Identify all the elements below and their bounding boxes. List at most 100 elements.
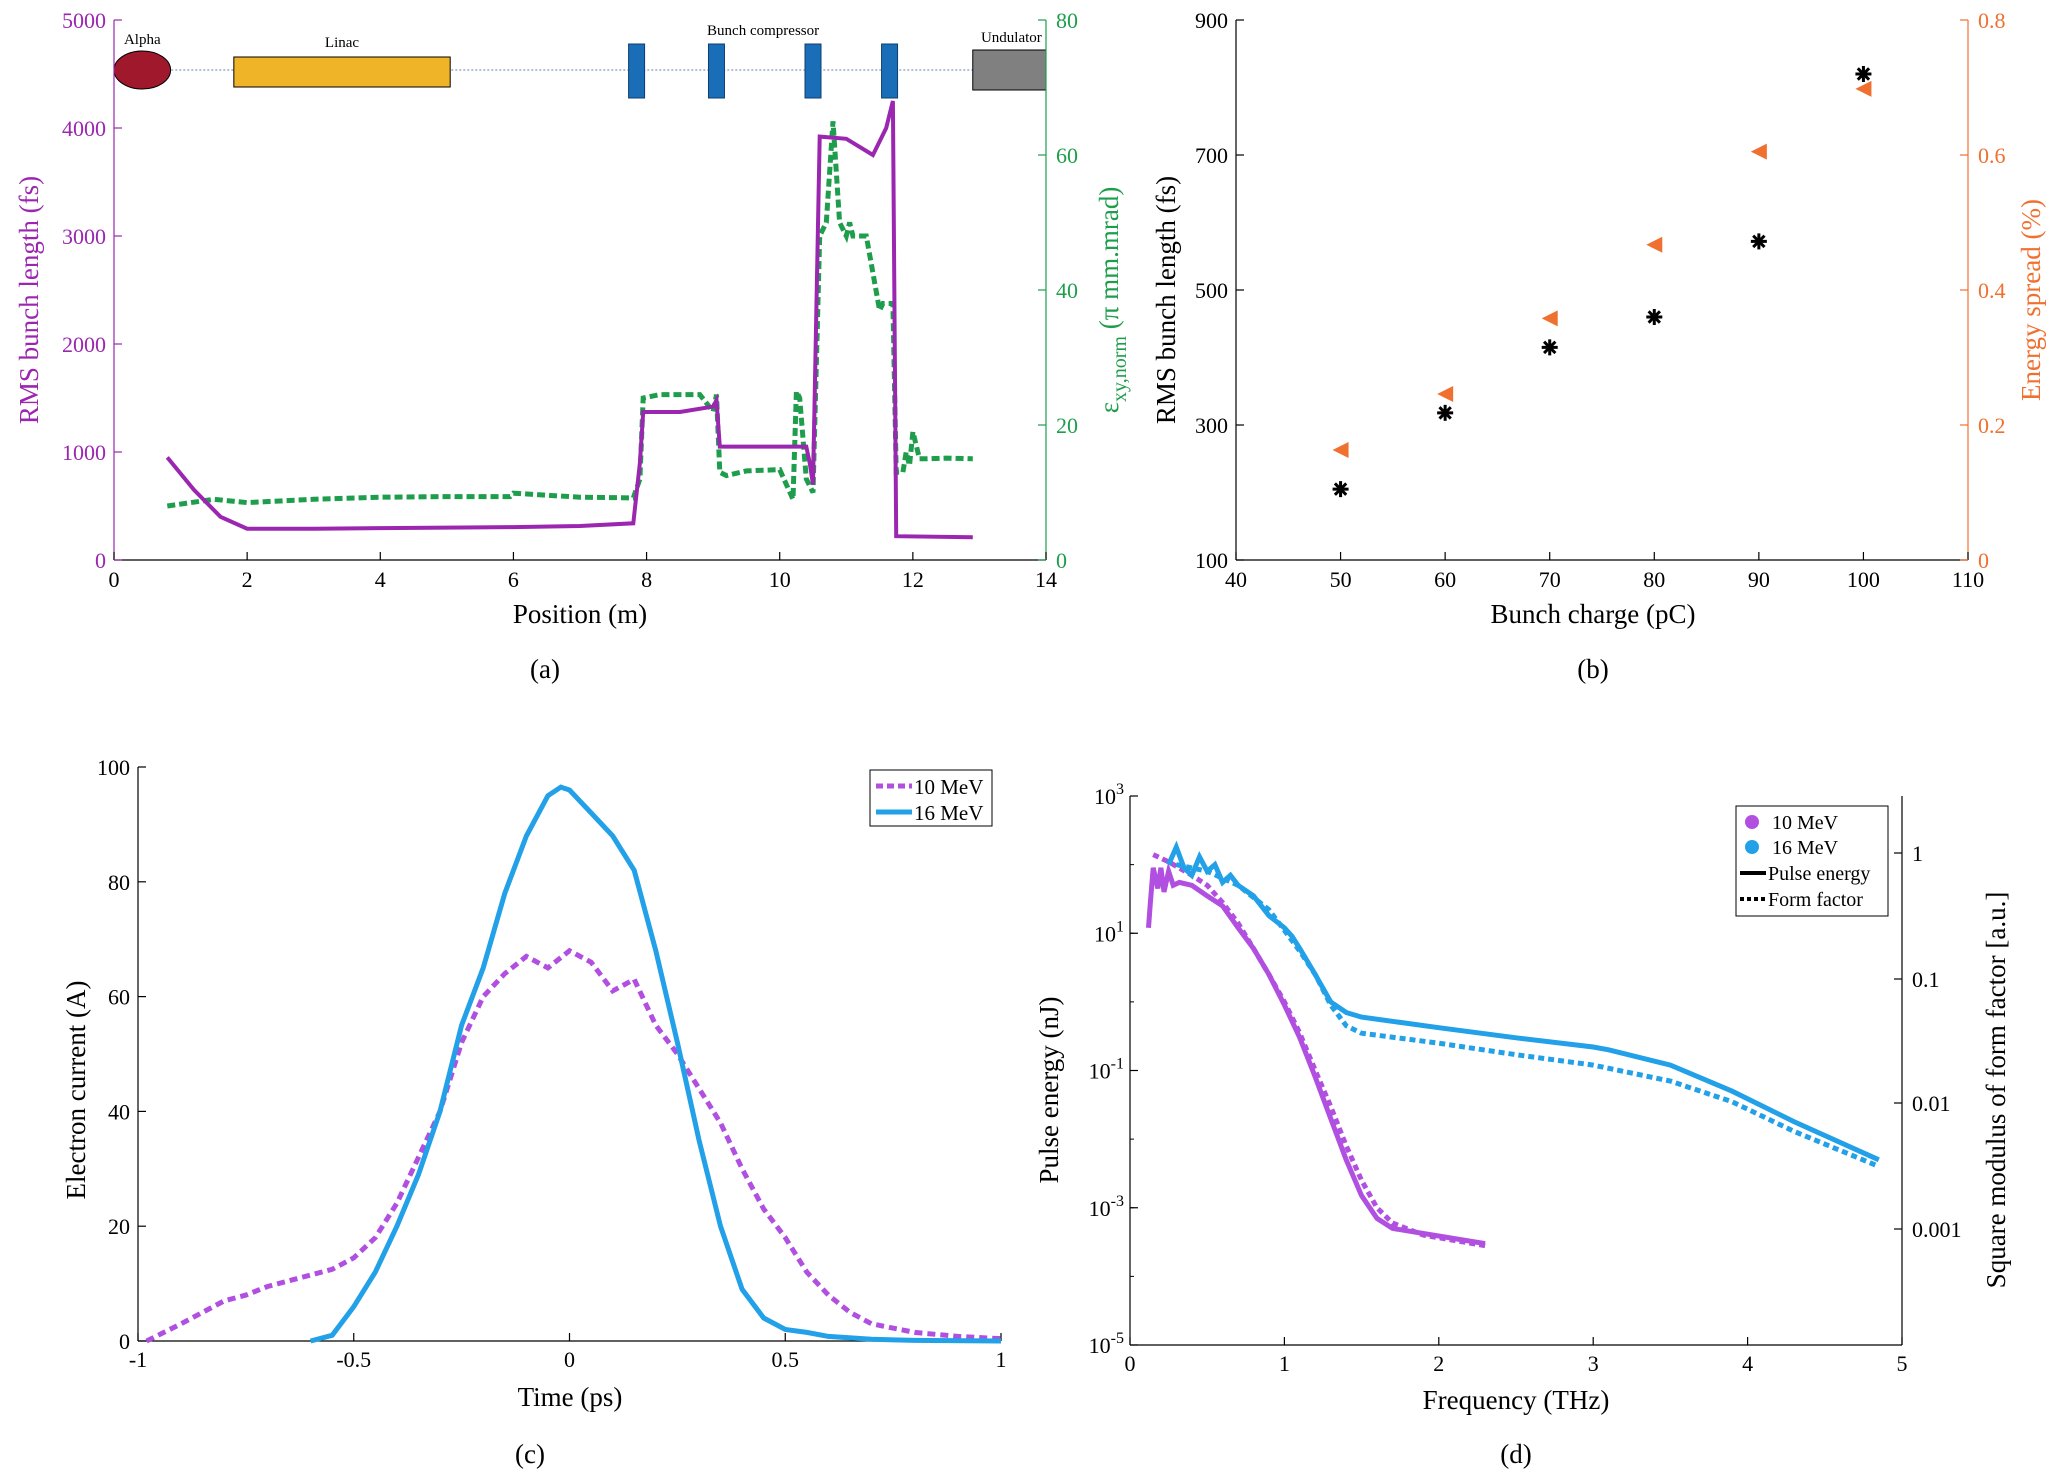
y-tick-label: 60 xyxy=(108,985,130,1010)
compressor-dipole xyxy=(804,43,822,99)
panel-a-caption: (a) xyxy=(530,654,560,684)
asterisk-stroke xyxy=(1752,234,1766,249)
energy-spread-marker xyxy=(1750,143,1767,160)
linac-shape xyxy=(233,56,451,88)
panel-b-x-ticks: 40 50 60 70 80 90 100 110 xyxy=(1225,20,1984,592)
x-tick-label: 5 xyxy=(1897,1351,1908,1376)
y-tick-label: 20 xyxy=(108,1214,130,1239)
panel-c-x-label: Time (ps) xyxy=(518,1382,623,1412)
emittance-line xyxy=(166,121,973,509)
y2-label-epsilon: ε xyxy=(1094,402,1124,413)
x-tick-label: 50 xyxy=(1330,567,1352,592)
panel-b-series xyxy=(1332,66,1872,498)
y2-tick-label: 0.01 xyxy=(1912,1091,1951,1116)
legend-10mev-dot xyxy=(1745,815,1759,829)
y-tick-label: 300 xyxy=(1195,413,1228,438)
energy-spread-marker xyxy=(1541,310,1558,327)
panel-d-y2-ticks: 0.001 0.01 0.1 1 xyxy=(1894,841,1962,1242)
panel-c-legend-box xyxy=(869,769,993,827)
bunch-length-marker xyxy=(1750,233,1767,250)
alpha-magnet-shape xyxy=(113,50,172,90)
panel-d-x-label: Frequency (THz) xyxy=(1423,1385,1610,1415)
x-tick-label: 100 xyxy=(1847,567,1880,592)
x-tick-label: 40 xyxy=(1225,567,1247,592)
panel-c-y-label: Electron current (A) xyxy=(61,981,91,1200)
panel-b-y-ticks: 100 300 500 700 900 xyxy=(1195,8,1244,573)
bunch-length-marker xyxy=(1437,404,1454,421)
panel-b-caption: (b) xyxy=(1577,654,1608,684)
panel-d-legend: 10 MeV 16 MeV Pulse energy Form factor xyxy=(1735,805,1889,917)
y-tick-label: 10-1 xyxy=(1089,1056,1124,1084)
panel-a-y-label: RMS bunch length (fs) xyxy=(14,176,44,424)
panel-d-series xyxy=(1146,840,1880,1249)
x-tick-label: 0 xyxy=(1125,1351,1136,1376)
x-tick-label: 12 xyxy=(902,567,924,592)
y-tick-label: 500 xyxy=(1195,278,1228,303)
bunch-length-marker xyxy=(1332,481,1349,498)
panel-a-x-label: Position (m) xyxy=(513,599,647,629)
y2-tick-label: 0.8 xyxy=(1978,8,2006,33)
y2-tick-label: 40 xyxy=(1056,278,1078,303)
y-tick-base: 10 xyxy=(1089,1059,1111,1084)
asterisk-stroke xyxy=(1647,310,1662,324)
y2-tick-label: 80 xyxy=(1056,8,1078,33)
legend-pulse-energy-text: Pulse energy xyxy=(1768,863,1870,885)
bunch-length-marker xyxy=(1541,339,1558,356)
legend-10mev-text: 10 MeV xyxy=(1772,812,1839,834)
beamline-label-linac: Linac xyxy=(325,35,359,51)
x-tick-label: -1 xyxy=(129,1347,147,1372)
compressor-dipole xyxy=(881,43,899,99)
x-tick-label: -0.5 xyxy=(336,1347,371,1372)
energy-spread-marker xyxy=(1646,236,1663,253)
y-tick-label: 101 xyxy=(1094,918,1124,946)
y-tick-label: 0 xyxy=(95,548,106,573)
y-tick-label: 700 xyxy=(1195,143,1228,168)
panel-c-x-ticks: -1 -0.5 0 0.5 1 xyxy=(129,1333,1007,1372)
x-tick-label: 8 xyxy=(641,567,652,592)
y-tick-label: 4000 xyxy=(62,116,106,141)
compressor-dipole xyxy=(707,43,725,99)
y2-tick-label: 0.001 xyxy=(1912,1217,1962,1242)
panel-d-y2-label: Square modulus of form factor [a.u.] xyxy=(1981,892,2011,1289)
y-tick-exponent: -5 xyxy=(1111,1330,1124,1347)
x-tick-label: 10 xyxy=(769,567,791,592)
panel-a-y2-ticks: 0 20 40 60 80 xyxy=(1038,8,1078,573)
x-tick-label: 1 xyxy=(996,1347,1007,1372)
y2-tick-label: 0.6 xyxy=(1978,143,2006,168)
x-tick-label: 0 xyxy=(109,567,120,592)
asterisk-stroke xyxy=(1856,67,1871,81)
y-tick-base: 10 xyxy=(1089,1196,1111,1221)
pulse-energy-10mev-line xyxy=(1146,861,1486,1247)
legend-16mev-text: 16 MeV xyxy=(1772,837,1839,859)
y-tick-label: 10-5 xyxy=(1089,1330,1124,1358)
y-tick-label: 900 xyxy=(1195,8,1228,33)
panel-d-x-ticks: 0 1 2 3 4 5 xyxy=(1125,1337,1908,1376)
x-tick-label: 90 xyxy=(1748,567,1770,592)
asterisk-stroke xyxy=(1542,340,1557,355)
panel-c-series xyxy=(145,784,1002,1344)
x-tick-label: 14 xyxy=(1035,567,1057,592)
panel-b-y2-label: Energy spread (%) xyxy=(2016,199,2046,401)
y-tick-exponent: -3 xyxy=(1111,1193,1124,1210)
x-tick-label: 70 xyxy=(1539,567,1561,592)
y-tick-exponent: -1 xyxy=(1111,1056,1124,1073)
panel-d-y-label: Pulse energy (nJ) xyxy=(1034,997,1064,1184)
bunch-length-marker xyxy=(1646,309,1663,325)
y2-tick-label: 0.2 xyxy=(1978,413,2006,438)
y-tick-label: 10-3 xyxy=(1089,1193,1124,1221)
beamline-schematic: Alpha Linac Bunch compressor Undulator xyxy=(113,23,1047,99)
panel-b-plot-frame xyxy=(1236,20,1968,560)
panel-d-caption: (d) xyxy=(1500,1439,1531,1469)
x-tick-label: 2 xyxy=(242,567,253,592)
form-factor-10mev-line xyxy=(1152,852,1486,1249)
panel-a-x-ticks: 0 2 4 6 8 10 12 14 xyxy=(109,552,1057,592)
panel-a-series xyxy=(165,100,973,540)
panel-b-y2-ticks: 0 0.2 0.4 0.6 0.8 xyxy=(1960,8,2006,573)
energy-spread-marker xyxy=(1437,385,1454,402)
y-tick-base: 10 xyxy=(1094,784,1116,809)
x-tick-label: 3 xyxy=(1588,1351,1599,1376)
energy-spread-marker xyxy=(1855,80,1872,97)
panel-c-caption: (c) xyxy=(515,1439,545,1469)
